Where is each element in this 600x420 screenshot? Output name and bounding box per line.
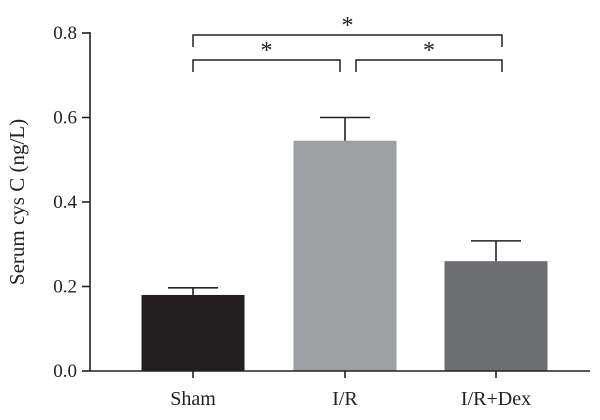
significance-star: * <box>342 13 354 39</box>
y-tick-label: 0.4 <box>53 192 77 213</box>
significance-star: * <box>261 38 273 64</box>
bar-1 <box>293 140 397 371</box>
x-category-label: Sham <box>170 388 216 410</box>
bar-2 <box>444 261 548 371</box>
y-tick-label: 0.0 <box>53 361 77 382</box>
y-ticks: 0.0 0.2 0.4 0.6 0.8 <box>53 23 90 382</box>
significance-bracket <box>192 59 341 72</box>
significance-brackets: * * * <box>192 13 503 72</box>
y-axis-label: Serum cys C (ng/L) <box>5 119 29 285</box>
y-tick-label: 0.6 <box>53 108 77 129</box>
x-category-label: I/R+Dex <box>461 388 531 410</box>
significance-bracket <box>192 34 503 47</box>
x-category-label: I/R <box>332 388 358 410</box>
y-tick-label: 0.2 <box>53 277 77 298</box>
significance-star: * <box>423 38 435 64</box>
bars <box>141 140 548 371</box>
error-bars <box>168 116 521 295</box>
y-tick-label: 0.8 <box>53 23 77 44</box>
significance-bracket <box>355 59 503 72</box>
x-categories: Sham I/R I/R+Dex <box>170 371 531 410</box>
bar-0 <box>141 294 245 371</box>
